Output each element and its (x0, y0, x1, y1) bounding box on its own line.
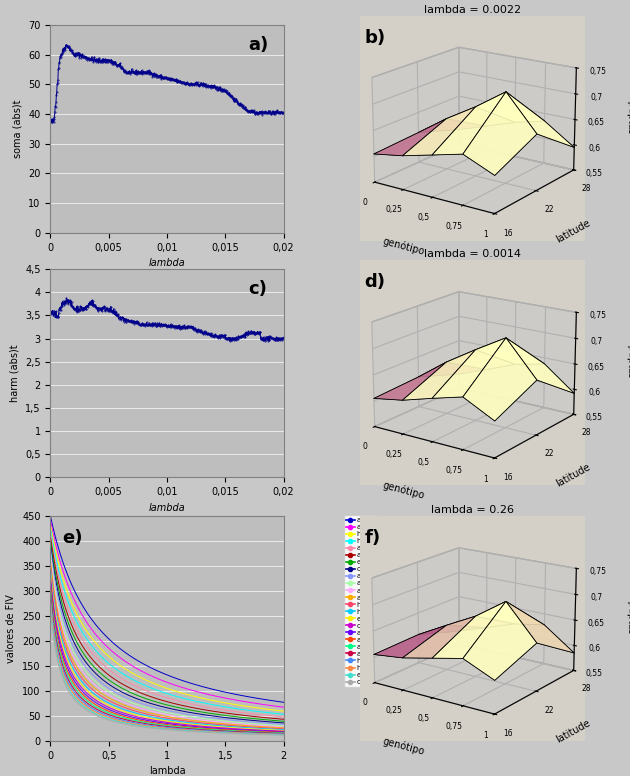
X-axis label: genótipo: genótipo (381, 480, 426, 501)
Legend: aa, am, ha, hm, aaz, amz, ea, om, aa1, am1, aaz1, amz1, ha1, hm1, ea1, om1, aa2,: aa, am, ha, hm, aaz, amz, ea, om, aa1, a… (344, 515, 378, 687)
Y-axis label: latitude: latitude (554, 462, 592, 489)
X-axis label: lambda: lambda (149, 503, 185, 512)
Y-axis label: valores de FIV: valores de FIV (6, 594, 16, 663)
Text: d): d) (365, 273, 386, 291)
X-axis label: lambda: lambda (149, 258, 185, 268)
Y-axis label: latitude: latitude (554, 217, 592, 244)
Text: e): e) (62, 529, 83, 547)
X-axis label: lambda: lambda (149, 767, 185, 776)
X-axis label: genótipo: genótipo (381, 736, 426, 757)
Title: lambda = 0.0022: lambda = 0.0022 (424, 5, 521, 15)
Y-axis label: soma (abs)t: soma (abs)t (13, 99, 23, 158)
Title: lambda = 0.0014: lambda = 0.0014 (424, 249, 521, 259)
Text: c): c) (248, 280, 267, 298)
Text: f): f) (365, 529, 381, 547)
Text: b): b) (365, 29, 386, 47)
Title: lambda = 0.26: lambda = 0.26 (431, 505, 514, 515)
X-axis label: genótipo: genótipo (381, 236, 426, 257)
Y-axis label: latitude: latitude (554, 718, 592, 745)
Text: a): a) (248, 36, 269, 54)
Y-axis label: harm (abs)t: harm (abs)t (9, 345, 20, 402)
